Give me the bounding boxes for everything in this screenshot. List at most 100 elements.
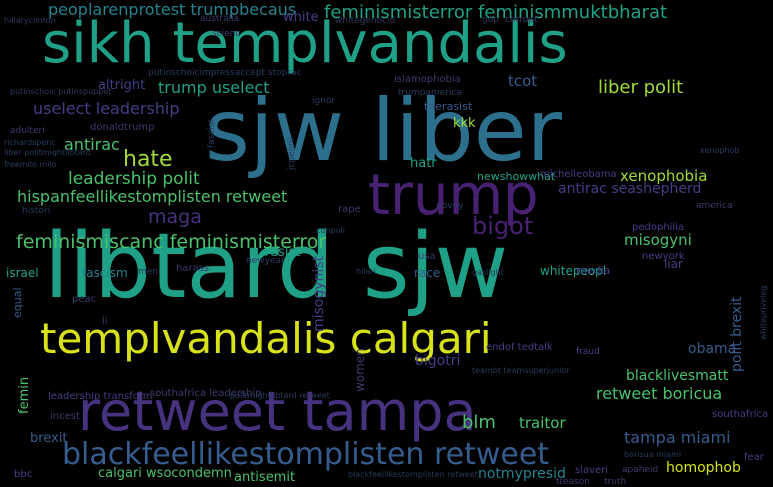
word: homophob [666, 460, 741, 476]
word: misogyni [624, 231, 692, 249]
word: histori [22, 206, 51, 216]
word: incest [50, 411, 80, 422]
word: trumpamerica [398, 88, 462, 98]
word: tcot [508, 72, 538, 90]
word: peac [72, 294, 97, 305]
word: slaveri [575, 465, 609, 476]
word: sjw liber [205, 81, 563, 181]
word: hilari [356, 267, 376, 276]
word: newyork [642, 251, 685, 262]
word: trump uselect [158, 78, 270, 97]
word: freemilo milo [4, 160, 57, 169]
word: newyear [246, 256, 285, 266]
word: whitegenocid [335, 16, 396, 26]
word: brexit [30, 431, 68, 446]
word: adulteri [10, 126, 45, 136]
word: blackfeellikestomplisten retweet [62, 437, 550, 472]
word: equal [11, 287, 24, 318]
word: blm [462, 412, 496, 433]
word: truth [604, 477, 627, 487]
word: antisemit [234, 470, 296, 485]
word: notmypresid [478, 466, 566, 482]
word: obama [688, 341, 737, 357]
word: hillaryclinton [4, 16, 56, 25]
word: fear [744, 452, 764, 463]
word: media [576, 264, 611, 277]
word: rape [338, 204, 361, 215]
word: men [138, 267, 159, 277]
word: donaldtrump [90, 122, 155, 133]
word: fraud [576, 347, 600, 357]
word: trump [368, 163, 539, 228]
word: resist [265, 245, 301, 260]
word: liar [664, 257, 683, 271]
word: femin [17, 376, 32, 414]
word: michelleobama [540, 169, 617, 180]
word: feminismisterror feminismmuktbharat [324, 2, 668, 23]
word: liber polit [598, 77, 684, 98]
word: gop [482, 15, 499, 25]
word: white [283, 10, 319, 25]
word: hatr [410, 156, 437, 171]
word: newshowwhat [477, 170, 556, 183]
word: usa [418, 251, 436, 262]
word: borisua miami [624, 450, 682, 459]
word: ignor [312, 96, 336, 106]
word: america [696, 201, 733, 211]
word: putinschoicimpressaccept stoprac [148, 68, 302, 78]
word: politmightlibtard retweet [230, 391, 330, 400]
word: therasist [424, 100, 473, 113]
word: whitepriveleg [759, 285, 768, 340]
word: apaheid [622, 465, 659, 475]
word: race [414, 266, 441, 280]
word: cdnpoli [316, 226, 345, 235]
word: gaslight [472, 268, 504, 277]
word: southafrica [712, 409, 769, 420]
word: libtard sjw [44, 214, 509, 319]
word: misogynist [311, 255, 327, 332]
word: xenophobia [620, 167, 708, 185]
word: bigot [472, 212, 534, 240]
word: antirac seashepherd [558, 181, 702, 197]
word: templvandalis calgari [40, 314, 492, 363]
word: calgari wsocondemn [98, 466, 232, 481]
word: scienc [212, 29, 241, 39]
word: feminismiscanc feminismisterror [16, 231, 327, 253]
word: blackfeellikestomplisten retweet [348, 470, 478, 479]
word: peoplarenprotest trumpbecaus [48, 0, 297, 19]
word: fascism [82, 266, 128, 280]
word: israel [6, 266, 39, 280]
word: bbc [14, 469, 33, 480]
word: traitor [519, 414, 566, 432]
word: australia [200, 14, 240, 24]
word: xenophob [700, 146, 740, 155]
word: uselect leadership [33, 99, 180, 118]
word: whitepeopl [540, 264, 607, 278]
word: endof tedtalk [486, 342, 553, 353]
word: antirac [64, 135, 120, 154]
word: polit brexit [729, 296, 745, 372]
word: liber politmightlibtard [4, 148, 91, 157]
word: putinschoic putinspuppet [10, 87, 112, 96]
word: kkk [453, 116, 476, 131]
word: maga [148, 206, 202, 228]
word: blacklivesmatt [626, 368, 729, 384]
word: leadership polit [68, 169, 200, 189]
word: harass [176, 263, 210, 274]
word: treason [556, 477, 590, 487]
word: hispanfeellikestomplisten retweet [17, 187, 288, 206]
word: teambt teamsuperjunior [472, 366, 570, 375]
word: sikh templvandalis [42, 11, 568, 76]
word: bigotri [415, 353, 461, 369]
word: corrupt [505, 15, 538, 25]
word: li [102, 316, 108, 327]
word: altright [98, 78, 146, 93]
word: women [353, 348, 367, 392]
word: richardspenc [4, 138, 56, 147]
word: leadership transform [48, 391, 153, 402]
word: jcpenni [287, 137, 297, 170]
word: pedophilia [632, 222, 685, 233]
word: islamophobia [394, 74, 461, 85]
word: tampa miami [624, 428, 731, 447]
